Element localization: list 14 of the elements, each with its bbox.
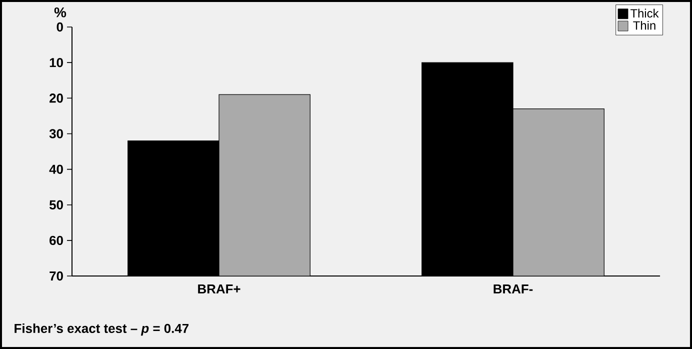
y-tick-label: 70 [50, 271, 63, 281]
x-tick-label: BRAF+ [198, 284, 240, 294]
x-tick-label: BRAF- [494, 284, 533, 294]
legend-label: Thick [630, 8, 659, 18]
y-axis-title: % [54, 7, 66, 18]
y-tick-label: 60 [50, 236, 63, 246]
y-tick-label: 40 [49, 164, 63, 174]
y-tick-label: 50 [49, 200, 63, 210]
legend-label: Thin [633, 20, 656, 30]
y-tick-label: 0 [56, 22, 63, 32]
y-tick-label: 30 [49, 129, 63, 138]
text: Fisher’s exact test – p = 0.47 [14, 323, 189, 336]
y-tick-label: 10 [50, 58, 63, 68]
y-tick-label: 20 [50, 94, 63, 103]
